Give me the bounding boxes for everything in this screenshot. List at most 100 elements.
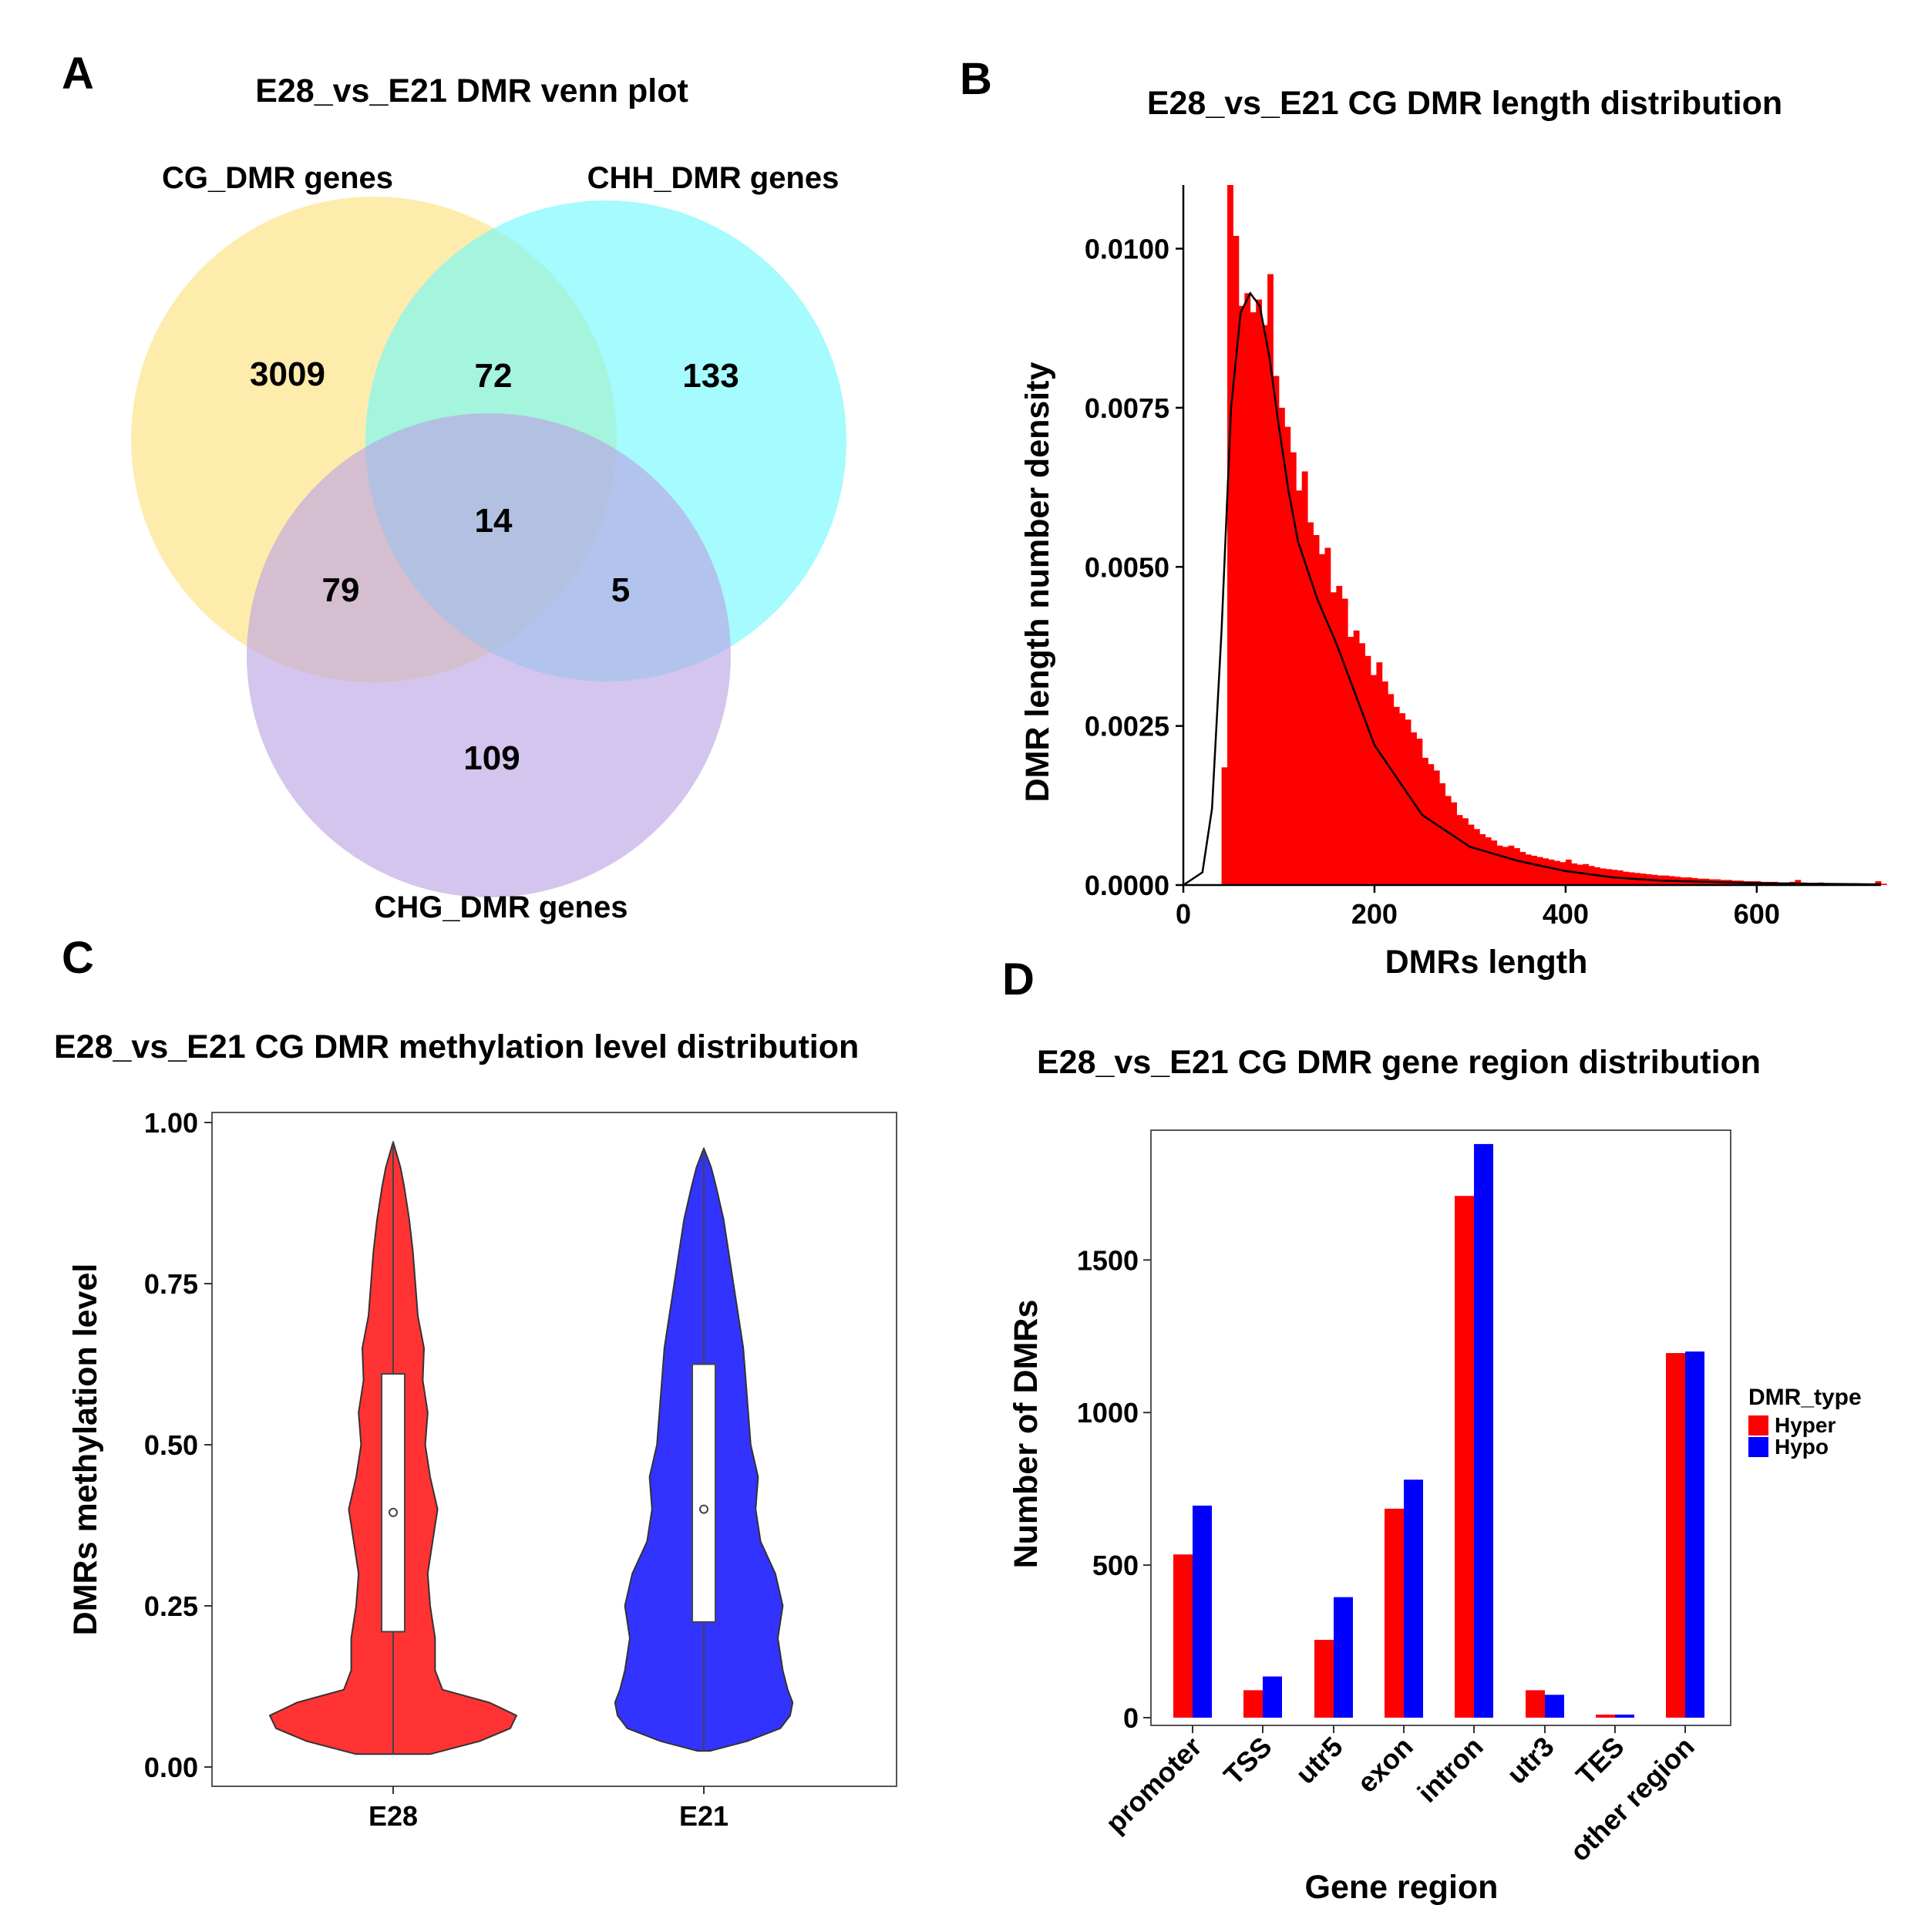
- hist-bar: [1388, 694, 1395, 885]
- violin-median-e21: [699, 1504, 708, 1514]
- hist-y-axis-label: DMR length number density: [1019, 362, 1056, 802]
- panel-d: D E28_vs_E21 CG DMR gene region distribu…: [1002, 954, 1862, 1906]
- violin-box-e21: [691, 1363, 716, 1623]
- hist-bar: [1278, 407, 1285, 885]
- bar-hyper-utr5: [1314, 1640, 1334, 1718]
- bar-hypo-utr3: [1545, 1695, 1564, 1718]
- hist-bar: [1479, 833, 1486, 885]
- venn-set-label-chh: CHH_DMR genes: [587, 161, 840, 195]
- violin-x-tick-label: E21: [679, 1800, 729, 1832]
- hist-bar: [1284, 426, 1291, 885]
- hist-bar: [1543, 858, 1549, 885]
- bar-hyper-exon: [1385, 1508, 1404, 1718]
- violin-y-tick-label: 0.00: [144, 1752, 198, 1783]
- violin-y-tick-label: 0.75: [144, 1268, 198, 1300]
- legend-swatch-hyper: [1748, 1415, 1768, 1436]
- hist-bar: [1348, 637, 1354, 885]
- hist-bar: [1496, 845, 1503, 885]
- bar-hyper-other-region: [1666, 1353, 1685, 1718]
- hist-bar: [1273, 375, 1280, 885]
- hist-bar: [1462, 818, 1469, 885]
- hist-bar: [1256, 299, 1263, 886]
- hist-bar: [1301, 471, 1308, 885]
- venn-count-cg-only: 3009: [250, 355, 325, 393]
- hist-bar: [1422, 757, 1428, 885]
- venn-count-all: 14: [475, 502, 513, 540]
- hist-bars: [1221, 185, 1887, 886]
- hist-bar: [1491, 840, 1498, 885]
- hist-bar: [1296, 490, 1303, 885]
- hist-x-tick-label: 400: [1543, 898, 1589, 930]
- hist-bar: [1364, 655, 1371, 885]
- venn-count-cg-chg: 79: [322, 571, 360, 609]
- hist-bar: [1502, 847, 1509, 885]
- hist-bar: [1513, 848, 1520, 885]
- bar-plot-frame: [1150, 1129, 1731, 1726]
- bar-hypo-promoter: [1193, 1505, 1212, 1718]
- hist-bar: [1324, 547, 1331, 885]
- hist-bar: [1370, 675, 1377, 885]
- violin-y-ticks: 0.00 0.25 0.50 0.75 1.00: [144, 1107, 212, 1783]
- bar-x-tick-label: other region: [1563, 1731, 1700, 1867]
- panel-b: B E28_vs_E21 CG DMR length distribution …: [960, 54, 1887, 981]
- hist-bar: [1485, 837, 1492, 885]
- hist-bar: [1508, 845, 1515, 885]
- violin-y-tick-label: 0.25: [144, 1590, 198, 1622]
- violin-median-e28: [389, 1507, 398, 1517]
- venn-count-chh-only: 133: [682, 357, 739, 395]
- hist-y-tick-label: 0.0000: [1085, 870, 1169, 901]
- bar-hypo-TSS: [1263, 1676, 1282, 1718]
- venn-circle-chg: [247, 413, 731, 897]
- panel-letter-a: A: [62, 49, 94, 99]
- bar-legend: DMR_type Hyper Hypo: [1748, 1385, 1862, 1459]
- bar-hypo-exon: [1404, 1479, 1423, 1718]
- venn-set-label-cg: CG_DMR genes: [162, 161, 393, 195]
- hist-bar: [1307, 522, 1314, 885]
- bar-title: E28_vs_E21 CG DMR gene region distributi…: [1037, 1044, 1761, 1081]
- hist-bar: [1881, 884, 1887, 885]
- hist-bar: [1319, 554, 1325, 885]
- bar-x-tick-label: utr5: [1290, 1731, 1349, 1790]
- panel-letter-b: B: [960, 54, 992, 104]
- grouped-bars: [1173, 1143, 1704, 1718]
- hist-x-axis-label: DMRs length: [1385, 944, 1588, 981]
- hist-bar: [1336, 586, 1343, 885]
- hist-y-tick-label: 0.0100: [1085, 234, 1169, 265]
- bar-hyper-intron: [1455, 1196, 1474, 1718]
- hist-bar: [1381, 681, 1388, 885]
- bar-x-tick-label: TES: [1570, 1731, 1630, 1791]
- panel-c: C E28_vs_E21 CG DMR methylation level di…: [54, 933, 897, 1832]
- bar-y-tick-label: 1000: [1077, 1397, 1139, 1429]
- hist-bar: [1267, 274, 1274, 886]
- bar-hyper-promoter: [1173, 1554, 1193, 1718]
- bar-hyper-TSS: [1243, 1690, 1263, 1718]
- hist-density-curve: [1183, 291, 1882, 887]
- hist-bar: [1433, 770, 1440, 885]
- hist-bar: [1548, 859, 1555, 885]
- hist-bar: [1519, 852, 1526, 885]
- bar-hyper-utr3: [1526, 1690, 1545, 1718]
- violin-plot-frame: [211, 1112, 897, 1787]
- hist-bar: [1571, 863, 1578, 885]
- violin-box-e28: [381, 1373, 405, 1633]
- venn-count-chh-chg: 5: [611, 571, 630, 609]
- hist-bar: [1353, 630, 1360, 885]
- bar-x-tick-label: intron: [1412, 1731, 1489, 1809]
- legend-label-hypo: Hypo: [1775, 1435, 1829, 1459]
- bar-hyper-TES: [1596, 1715, 1615, 1718]
- violins: [269, 1141, 794, 1755]
- hist-bar: [1451, 802, 1457, 885]
- violin-y-axis-label: DMRs methylation level: [67, 1264, 104, 1636]
- hist-bar: [1428, 764, 1435, 885]
- hist-bar: [1359, 643, 1365, 885]
- hist-bar: [1576, 864, 1583, 885]
- hist-bar: [1795, 880, 1802, 885]
- bar-x-axis-label: Gene region: [1305, 1869, 1499, 1906]
- bar-y-tick-label: 1500: [1077, 1244, 1139, 1276]
- hist-bar: [1261, 325, 1268, 886]
- venn-set-label-chg: CHG_DMR genes: [375, 890, 628, 924]
- hist-bar: [1560, 862, 1566, 885]
- hist-bar: [1341, 598, 1348, 885]
- violin-x-tick-label: E28: [368, 1800, 418, 1832]
- hist-bar: [1399, 713, 1406, 885]
